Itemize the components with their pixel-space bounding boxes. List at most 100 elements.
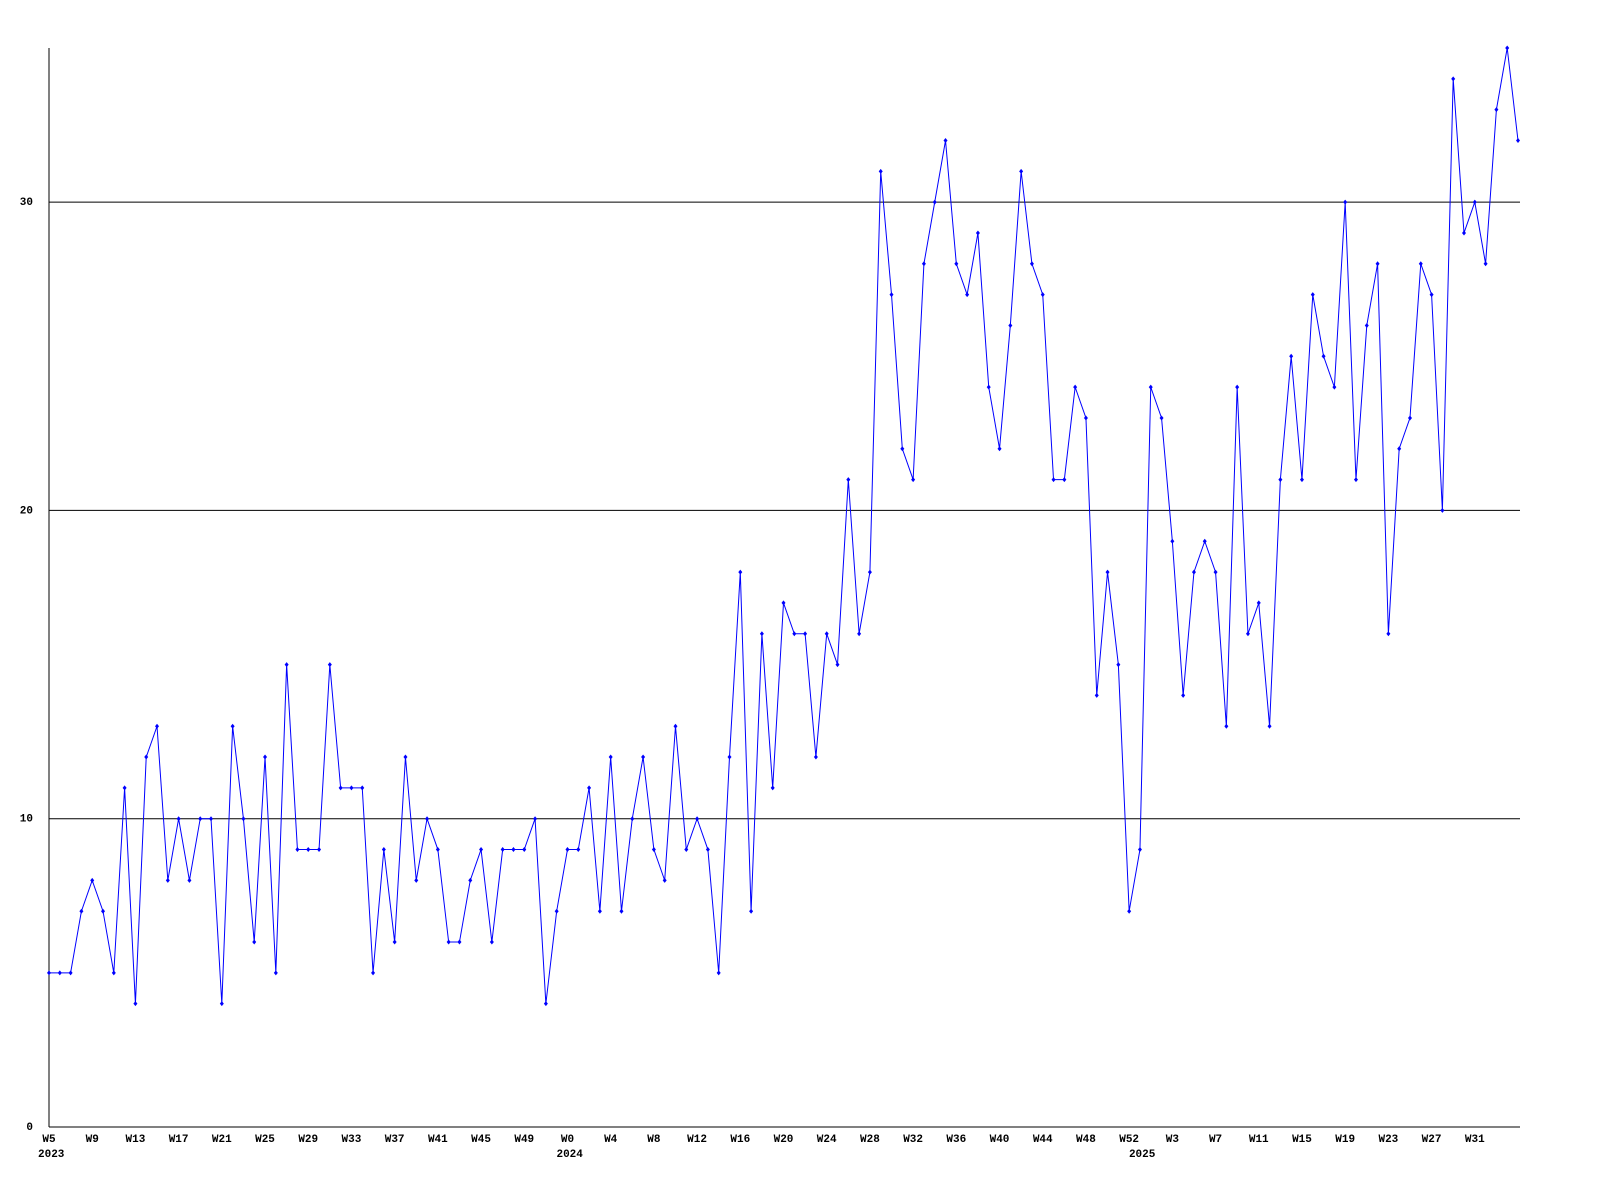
point-marker xyxy=(155,723,160,729)
point-marker xyxy=(705,847,710,853)
point-marker xyxy=(1181,692,1186,698)
point-marker xyxy=(1397,446,1402,452)
point-marker xyxy=(479,847,484,853)
point-marker xyxy=(1375,261,1380,267)
point-marker xyxy=(1407,415,1412,421)
x-tick-label: W40 xyxy=(990,1134,1010,1146)
x-tick-label: W29 xyxy=(298,1134,318,1146)
x-tick-label: W21 xyxy=(212,1134,232,1146)
point-marker xyxy=(1364,322,1369,328)
point-marker xyxy=(1386,631,1391,637)
point-marker xyxy=(306,847,311,853)
point-marker xyxy=(273,970,278,976)
point-marker xyxy=(144,754,149,760)
point-marker xyxy=(317,847,322,853)
point-marker xyxy=(198,816,203,822)
point-marker xyxy=(662,877,667,883)
point-marker xyxy=(338,785,343,791)
point-marker xyxy=(1505,45,1510,51)
point-marker xyxy=(230,723,235,729)
point-marker xyxy=(1083,415,1088,421)
point-marker xyxy=(1332,384,1337,390)
point-marker xyxy=(889,292,894,298)
point-marker xyxy=(263,754,268,760)
point-marker xyxy=(1451,76,1456,82)
point-marker xyxy=(252,939,257,945)
x-tick-label: W31 xyxy=(1465,1134,1485,1146)
point-marker xyxy=(597,908,602,914)
point-marker xyxy=(1483,261,1488,267)
point-marker xyxy=(68,970,73,976)
x-tick-label: W4 xyxy=(604,1134,618,1146)
x-tick-label: W0 xyxy=(561,1134,574,1146)
point-marker xyxy=(533,816,538,822)
point-marker xyxy=(1267,723,1272,729)
point-marker xyxy=(1516,137,1520,143)
point-marker xyxy=(435,847,440,853)
point-marker xyxy=(954,261,959,267)
point-marker xyxy=(900,446,905,452)
point-marker xyxy=(543,1001,548,1007)
point-marker xyxy=(781,600,786,606)
point-marker xyxy=(1127,908,1132,914)
point-marker xyxy=(511,847,516,853)
x-tick-label: W19 xyxy=(1335,1134,1355,1146)
point-marker xyxy=(1472,199,1477,205)
point-marker xyxy=(727,754,732,760)
x-tick-label: W17 xyxy=(169,1134,189,1146)
point-marker xyxy=(1137,847,1142,853)
point-marker xyxy=(684,847,689,853)
point-marker xyxy=(813,754,818,760)
point-marker xyxy=(176,816,181,822)
point-marker xyxy=(371,970,376,976)
point-marker xyxy=(759,631,764,637)
point-marker xyxy=(500,847,505,853)
point-marker xyxy=(1148,384,1153,390)
point-marker xyxy=(565,847,570,853)
point-marker xyxy=(965,292,970,298)
point-marker xyxy=(576,847,581,853)
point-marker xyxy=(1094,692,1099,698)
point-marker xyxy=(219,1001,224,1007)
point-marker xyxy=(1429,292,1434,298)
point-marker xyxy=(79,908,84,914)
point-marker xyxy=(1321,353,1326,359)
x-tick-label: W12 xyxy=(687,1134,707,1146)
point-marker xyxy=(1440,507,1445,513)
point-marker xyxy=(414,877,419,883)
point-marker xyxy=(1191,569,1196,575)
point-marker xyxy=(468,877,473,883)
point-marker xyxy=(57,970,62,976)
point-marker xyxy=(425,816,430,822)
x-tick-label: W33 xyxy=(342,1134,362,1146)
x-tick-label: W5 xyxy=(42,1134,56,1146)
point-marker xyxy=(1159,415,1164,421)
point-marker xyxy=(651,847,656,853)
x-tick-label: W45 xyxy=(471,1134,491,1146)
point-marker xyxy=(857,631,862,637)
point-marker xyxy=(122,785,127,791)
x-tick-label: W15 xyxy=(1292,1134,1312,1146)
point-marker xyxy=(986,384,991,390)
x-tick-label: W37 xyxy=(385,1134,405,1146)
point-marker xyxy=(392,939,397,945)
point-marker xyxy=(770,785,775,791)
point-marker xyxy=(738,569,743,575)
point-marker xyxy=(1256,600,1261,606)
point-marker xyxy=(792,631,797,637)
y-tick-label: 20 xyxy=(20,505,33,517)
point-marker xyxy=(111,970,116,976)
point-marker xyxy=(241,816,246,822)
point-marker xyxy=(489,939,494,945)
x-tick-label: W41 xyxy=(428,1134,448,1146)
point-marker xyxy=(1353,477,1358,483)
x-tick-label: W49 xyxy=(514,1134,534,1146)
x-tick-label: W11 xyxy=(1249,1134,1269,1146)
point-marker xyxy=(327,662,332,668)
point-marker xyxy=(867,569,872,575)
point-marker xyxy=(911,477,916,483)
point-marker xyxy=(846,477,851,483)
point-marker xyxy=(695,816,700,822)
x-tick-label: W9 xyxy=(86,1134,99,1146)
point-marker xyxy=(1062,477,1067,483)
